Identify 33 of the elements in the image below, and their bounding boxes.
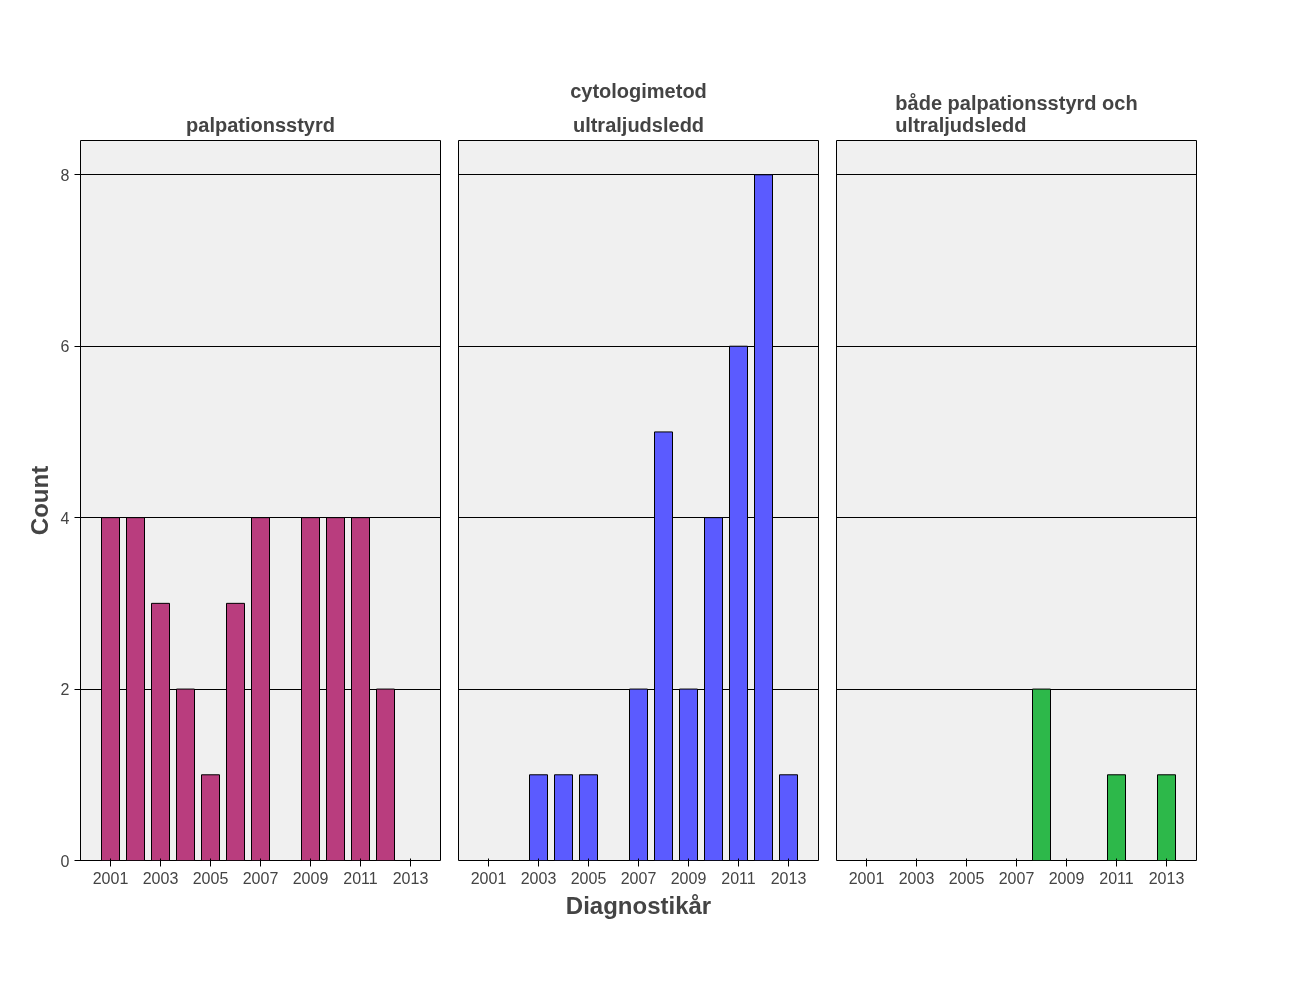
y-tick-label: 6 — [60, 338, 70, 356]
bar — [554, 774, 573, 861]
x-tick-label: 2009 — [292, 869, 329, 887]
x-tick-label: 2007 — [242, 869, 279, 887]
x-tick-label: 2003 — [142, 869, 179, 887]
chart-title: ultraljudsledd — [572, 113, 705, 136]
y-tick-label: 2 — [60, 681, 70, 699]
x-tick-label: 2013 — [770, 869, 807, 887]
x-tick-label: 2001 — [848, 869, 885, 887]
x-tick-label: 2007 — [620, 869, 657, 887]
x-tick-label: 2007 — [998, 869, 1035, 887]
chart-title: både palpationsstyrd och ultraljudsledd — [895, 91, 1138, 136]
x-tick-label: 2013 — [392, 869, 429, 887]
x-tick-label: 2011 — [1099, 869, 1134, 887]
x-tick-label: 2011 — [721, 869, 756, 887]
text: cytologimetod — [570, 79, 707, 102]
x-tick-label: 2001 — [470, 869, 507, 887]
x-tick-label: 2001 — [92, 869, 129, 887]
x-tick-label: 2003 — [898, 869, 935, 887]
x-tick-label: 2005 — [570, 869, 607, 887]
x-tick-label: 2011 — [343, 869, 378, 887]
y-tick-label: 8 — [60, 166, 70, 184]
x-axis-title: Diagnostikår — [565, 891, 712, 919]
y-axis-title: Count — [25, 465, 53, 536]
x-tick-label: 2009 — [670, 869, 707, 887]
x-tick-label: 2005 — [948, 869, 985, 887]
chart-title: palpationsstyrd — [186, 113, 335, 136]
x-tick-label: 2003 — [520, 869, 557, 887]
x-tick-label: 2009 — [1048, 869, 1085, 887]
x-tick-label: 2005 — [192, 869, 229, 887]
x-tick-label: 2013 — [1148, 869, 1185, 887]
y-tick-label: 4 — [60, 509, 70, 527]
y-tick-label: 0 — [60, 852, 70, 870]
